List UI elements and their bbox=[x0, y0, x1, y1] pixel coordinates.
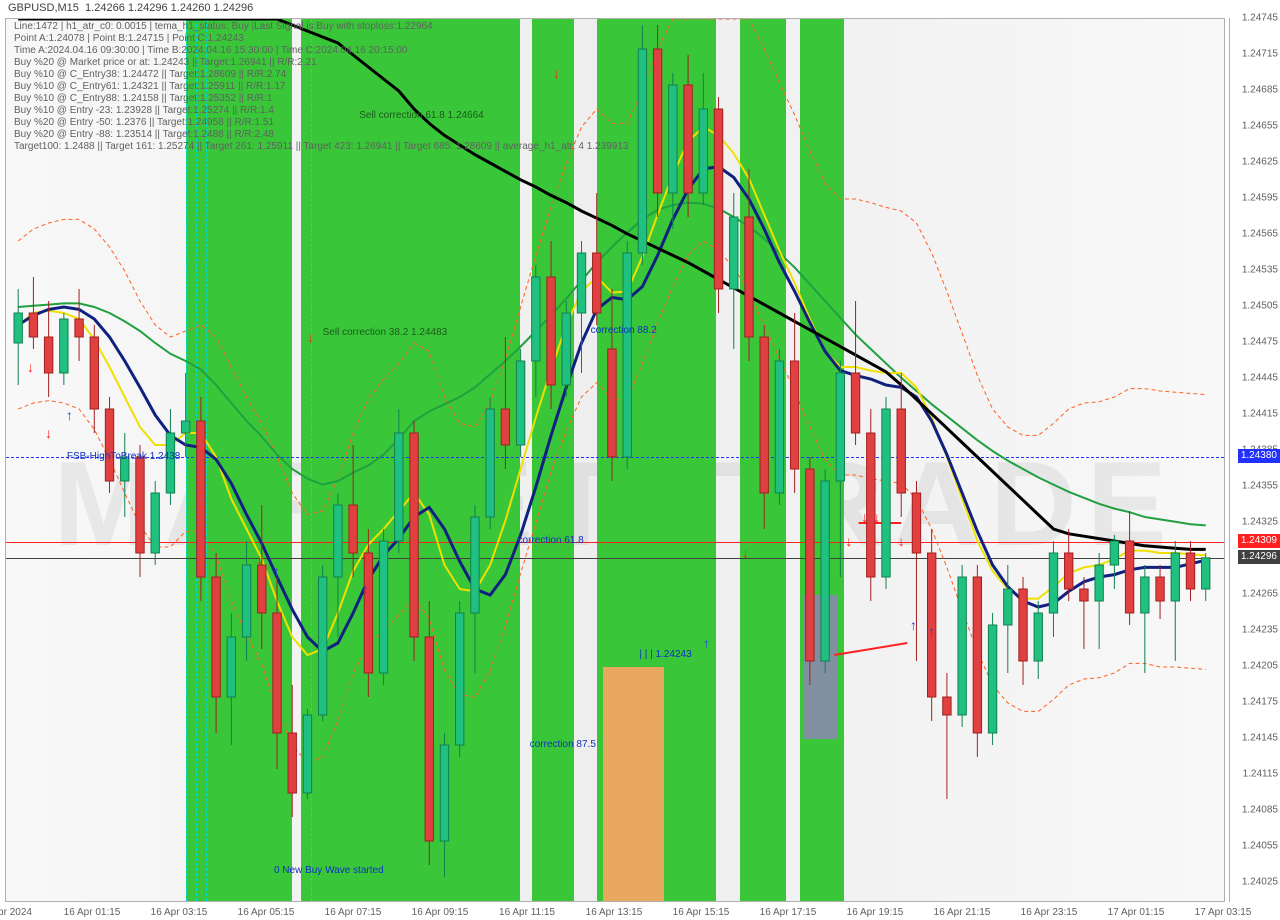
chart-annotation: Sell correction 38.2 1.24483 bbox=[323, 327, 448, 338]
info-line: Line:1472 | h1_atr_c0: 0.0015 | tema_h1_… bbox=[14, 21, 433, 32]
signal-arrow-icon: ↓ bbox=[861, 509, 868, 525]
x-tick-label: 16 Apr 19:15 bbox=[847, 907, 904, 918]
signal-arrow-icon: ↑ bbox=[362, 581, 369, 597]
zone-band bbox=[603, 667, 664, 901]
signal-arrow-icon: ↓ bbox=[45, 425, 52, 441]
info-line: Target100: 1.2488 || Target 161: 1.25274… bbox=[14, 141, 628, 152]
chart-title: GBPUSD,M15 1.24266 1.24296 1.24260 1.242… bbox=[8, 2, 253, 14]
y-tick-label: 1.24715 bbox=[1242, 49, 1278, 60]
signal-arrow-icon: ↑ bbox=[273, 563, 280, 579]
y-tick-label: 1.24445 bbox=[1242, 373, 1278, 384]
y-tick-label: 1.24475 bbox=[1242, 337, 1278, 348]
chart-annotation: FSB-HighToBreak 1.2438 bbox=[67, 451, 180, 462]
x-tick-label: 16 Apr 15:15 bbox=[673, 907, 730, 918]
signal-arrow-icon: ↑ bbox=[928, 623, 935, 639]
x-tick-label: 16 Apr 03:15 bbox=[151, 907, 208, 918]
x-tick-label: 16 Apr 09:15 bbox=[412, 907, 469, 918]
signal-arrow-icon: ↓ bbox=[553, 65, 560, 81]
chart-annotation: correction 61.8 bbox=[518, 535, 584, 546]
x-tick-label: 16 Apr 23:15 bbox=[1021, 907, 1078, 918]
y-tick-label: 1.24205 bbox=[1242, 661, 1278, 672]
y-tick-label: 1.24565 bbox=[1242, 229, 1278, 240]
zone-band bbox=[804, 595, 837, 739]
info-line: Buy %20 @ Entry -50: 1.2376 || Target:1.… bbox=[14, 117, 274, 128]
x-tick-label: 15 Apr 2024 bbox=[0, 907, 32, 918]
chart-annotation: correction 87.5 bbox=[530, 739, 596, 750]
signal-arrow-icon: ↑ bbox=[66, 407, 73, 423]
signal-arrow-icon: ↓ bbox=[873, 509, 880, 525]
y-tick-label: 1.24595 bbox=[1242, 193, 1278, 204]
info-line: Point A:1.24078 | Point B:1.24715 | Poin… bbox=[14, 33, 244, 44]
x-tick-label: 17 Apr 01:15 bbox=[1108, 907, 1165, 918]
signal-arrow-icon: ↓ bbox=[742, 545, 749, 561]
price-axis: 1.247451.247151.246851.246551.246251.245… bbox=[1229, 18, 1280, 902]
signal-arrow-icon: ↓ bbox=[845, 533, 852, 549]
info-line: Time A:2024.04.16 09:30:00 | Time B:2024… bbox=[14, 45, 407, 56]
x-tick-label: 16 Apr 07:15 bbox=[325, 907, 382, 918]
signal-arrow-icon: ↓ bbox=[256, 551, 263, 567]
price-marker: 1.24380 bbox=[1238, 449, 1280, 463]
info-line: Buy %10 @ Entry -23: 1.23928 || Target:1… bbox=[14, 105, 274, 116]
y-tick-label: 1.24055 bbox=[1242, 841, 1278, 852]
y-tick-label: 1.24325 bbox=[1242, 517, 1278, 528]
y-tick-label: 1.24025 bbox=[1242, 877, 1278, 888]
y-tick-label: 1.24625 bbox=[1242, 157, 1278, 168]
x-tick-label: 16 Apr 11:15 bbox=[499, 907, 555, 918]
price-marker: 1.24309 bbox=[1238, 534, 1280, 548]
chart-annotation: correction 88.2 bbox=[591, 325, 657, 336]
y-tick-label: 1.24115 bbox=[1243, 769, 1278, 780]
y-tick-label: 1.24265 bbox=[1242, 589, 1278, 600]
info-line: Buy %10 @ C_Entry61: 1.24321 || Target:1… bbox=[14, 81, 285, 92]
x-tick-label: 16 Apr 01:15 bbox=[64, 907, 121, 918]
signal-arrow-icon: ↓ bbox=[27, 359, 34, 375]
chart-annotation: | | | 1.24243 bbox=[639, 649, 691, 660]
chart-annotation: Sell correction 61.8 1.24664 bbox=[359, 110, 484, 121]
y-tick-label: 1.24145 bbox=[1242, 733, 1278, 744]
info-line: Buy %10 @ C_Entry88: 1.24158 || Target:1… bbox=[14, 93, 272, 104]
y-tick-label: 1.24085 bbox=[1242, 805, 1278, 816]
y-tick-label: 1.24655 bbox=[1242, 121, 1278, 132]
y-tick-label: 1.24535 bbox=[1242, 265, 1278, 276]
signal-arrow-icon: ↓ bbox=[898, 533, 905, 549]
x-tick-label: 16 Apr 21:15 bbox=[934, 907, 991, 918]
x-tick-label: 16 Apr 17:15 bbox=[760, 907, 817, 918]
signal-arrow-icon: ↑ bbox=[910, 617, 917, 633]
x-tick-label: 16 Apr 05:15 bbox=[238, 907, 295, 918]
session-band bbox=[800, 19, 844, 901]
chart-annotation: 0 New Buy Wave started bbox=[274, 865, 384, 876]
price-marker: 1.24296 bbox=[1238, 550, 1280, 564]
info-line: Buy %10 @ C_Entry38: 1.24472 || Target:1… bbox=[14, 69, 286, 80]
y-tick-label: 1.24235 bbox=[1242, 625, 1278, 636]
y-tick-label: 1.24355 bbox=[1242, 481, 1278, 492]
price-level-line bbox=[6, 457, 1224, 458]
y-tick-label: 1.24415 bbox=[1242, 409, 1278, 420]
info-line: Buy %20 @ Entry -88: 1.23514 || Target:1… bbox=[14, 129, 274, 140]
y-tick-label: 1.24685 bbox=[1242, 85, 1278, 96]
info-line: Buy %20 @ Market price or at: 1.24243 ||… bbox=[14, 57, 317, 68]
y-tick-label: 1.24175 bbox=[1242, 697, 1278, 708]
session-band bbox=[740, 19, 785, 901]
signal-arrow-icon: ↓ bbox=[307, 329, 314, 345]
price-level-line bbox=[6, 542, 1224, 543]
price-chart[interactable]: MARKET TRADE Sell correction 61.8 1.2466… bbox=[5, 18, 1225, 902]
y-tick-label: 1.24745 bbox=[1242, 13, 1278, 24]
price-level-line bbox=[6, 558, 1224, 559]
time-axis: 15 Apr 202416 Apr 01:1516 Apr 03:1516 Ap… bbox=[5, 904, 1225, 920]
x-tick-label: 16 Apr 13:15 bbox=[586, 907, 643, 918]
y-tick-label: 1.24505 bbox=[1242, 301, 1278, 312]
x-tick-label: 17 Apr 03:15 bbox=[1195, 907, 1252, 918]
signal-arrow-icon: ↑ bbox=[703, 635, 710, 651]
